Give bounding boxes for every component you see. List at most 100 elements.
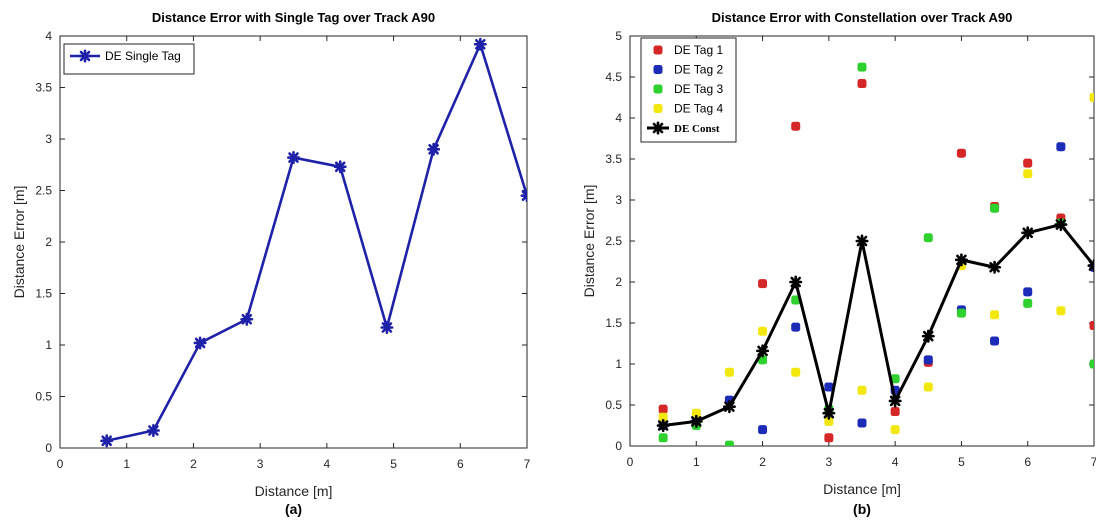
y-tick-label: 0: [45, 441, 52, 455]
data-point-de-tag-1: [857, 79, 867, 89]
plot-data: [100, 37, 527, 448]
y-axis-label: Distance Error [m]: [11, 186, 27, 299]
data-point-de-single-tag: [333, 160, 347, 174]
chart-title: Distance Error with Constellation over T…: [712, 10, 1013, 25]
data-point-de-tag-4: [658, 412, 668, 422]
data-point-de-const: [1054, 218, 1068, 232]
data-point-de-tag-2: [923, 355, 933, 365]
data-point-de-tag-4: [857, 385, 867, 395]
data-point-de-tag-3: [758, 355, 768, 365]
data-point-de-tag-4: [923, 382, 933, 392]
y-tick-label: 0.5: [605, 398, 622, 412]
data-point-de-tag-4: [691, 408, 701, 418]
data-point-de-tag-4: [758, 326, 768, 336]
data-point-de-tag-4: [824, 416, 834, 426]
legend-label: DE Tag 3: [674, 82, 723, 96]
subfigure-caption: (a): [285, 501, 302, 517]
x-tick-label: 6: [457, 457, 464, 471]
data-point-de-tag-2: [990, 336, 1000, 346]
data-point-de-single-tag: [427, 142, 441, 156]
plot-area: [59, 35, 528, 449]
data-point-de-tag-4: [890, 425, 900, 435]
data-point-de-tag-4: [1023, 169, 1033, 179]
y-tick-label: 0.5: [35, 390, 52, 404]
data-point-de-tag-1: [758, 279, 768, 289]
data-point-de-tag-4: [1056, 306, 1066, 316]
y-tick-label: 1: [45, 338, 52, 352]
legend-label: DE Tag 2: [674, 63, 723, 77]
data-point-de-tag-3: [923, 233, 933, 243]
data-point-de-single-tag: [520, 189, 527, 203]
x-tick-label: 3: [826, 455, 833, 469]
legend-marker-de-single-tag: [78, 49, 92, 63]
y-tick-label: 1.5: [605, 316, 622, 330]
legend-label: DE Const: [674, 123, 720, 135]
data-point-de-tag-1: [890, 407, 900, 417]
legend-swatch-de-tag-1: [653, 45, 663, 55]
chart-a: Distance Error with Single Tag over Trac…: [11, 10, 531, 517]
y-axis-label: Distance Error [m]: [581, 185, 597, 298]
y-tick-label: 1: [615, 357, 622, 371]
data-point-de-tag-1: [791, 121, 801, 131]
legend-label: DE Tag 1: [674, 43, 723, 57]
data-point-de-tag-4: [990, 310, 1000, 320]
data-point-de-single-tag: [380, 320, 394, 334]
data-point-de-tag-2: [857, 418, 867, 428]
legend-swatch-de-tag-3: [653, 84, 663, 94]
y-tick-label: 4.5: [605, 70, 622, 84]
data-point-de-tag-2: [758, 425, 768, 435]
data-point-de-tag-2: [1023, 287, 1033, 297]
y-tick-label: 2: [45, 235, 52, 249]
x-tick-label: 0: [57, 457, 64, 471]
data-point-de-tag-1: [658, 404, 668, 414]
chart-title: Distance Error with Single Tag over Trac…: [152, 10, 435, 25]
data-point-de-tag-2: [1056, 142, 1066, 152]
y-tick-label: 1.5: [35, 287, 52, 301]
legend-label: DE Tag 4: [674, 102, 723, 116]
x-tick-label: 5: [958, 455, 965, 469]
data-point-de-tag-4: [1089, 93, 1094, 102]
y-tick-label: 3.5: [605, 152, 622, 166]
data-point-de-single-tag: [193, 336, 207, 350]
y-tick-label: 2.5: [605, 234, 622, 248]
x-tick-label: 7: [524, 457, 531, 471]
x-tick-label: 1: [123, 457, 130, 471]
data-point-de-tag-1: [1089, 320, 1094, 330]
data-point-de-tag-4: [724, 367, 734, 377]
data-point-de-single-tag: [100, 434, 114, 448]
x-axis-label: Distance [m]: [255, 483, 333, 499]
y-tick-label: 3.5: [35, 81, 52, 95]
data-point-de-tag-3: [724, 440, 734, 446]
data-point-de-tag-3: [1023, 298, 1033, 308]
x-tick-label: 7: [1091, 455, 1096, 469]
y-tick-label: 2: [615, 275, 622, 289]
data-point-de-tag-3: [890, 374, 900, 384]
data-point-de-const: [689, 414, 703, 428]
y-tick-label: 4: [615, 111, 622, 125]
x-tick-label: 4: [324, 457, 331, 471]
legend: DE Tag 1 DE Tag 2 DE Tag 3 DE Tag 4 DE Const: [640, 37, 737, 143]
data-point-de-const: [656, 419, 670, 432]
data-point-de-const: [855, 234, 869, 248]
data-point-de-tag-2: [824, 382, 834, 392]
data-point-de-tag-1: [824, 433, 834, 443]
series-line-de-const: [662, 223, 1094, 427]
legend-marker-de-const: [651, 121, 665, 135]
x-tick-label: 4: [892, 455, 899, 469]
data-point-de-const: [1021, 226, 1035, 240]
legend: DE Single Tag: [63, 43, 195, 75]
y-tick-label: 2.5: [35, 184, 52, 198]
x-tick-label: 3: [257, 457, 264, 471]
x-tick-label: 1: [693, 455, 700, 469]
data-point-de-tag-3: [1089, 359, 1094, 369]
data-point-de-tag-3: [956, 308, 966, 318]
data-point-de-tag-3: [658, 433, 668, 443]
data-point-de-tag-3: [990, 203, 1000, 213]
data-point-de-const: [921, 329, 935, 343]
data-point-de-single-tag: [287, 151, 300, 165]
x-tick-label: 6: [1024, 455, 1031, 469]
x-tick-label: 2: [190, 457, 197, 471]
data-point-de-const: [722, 400, 736, 414]
y-tick-label: 0: [615, 439, 622, 453]
x-tick-label: 2: [759, 455, 766, 469]
